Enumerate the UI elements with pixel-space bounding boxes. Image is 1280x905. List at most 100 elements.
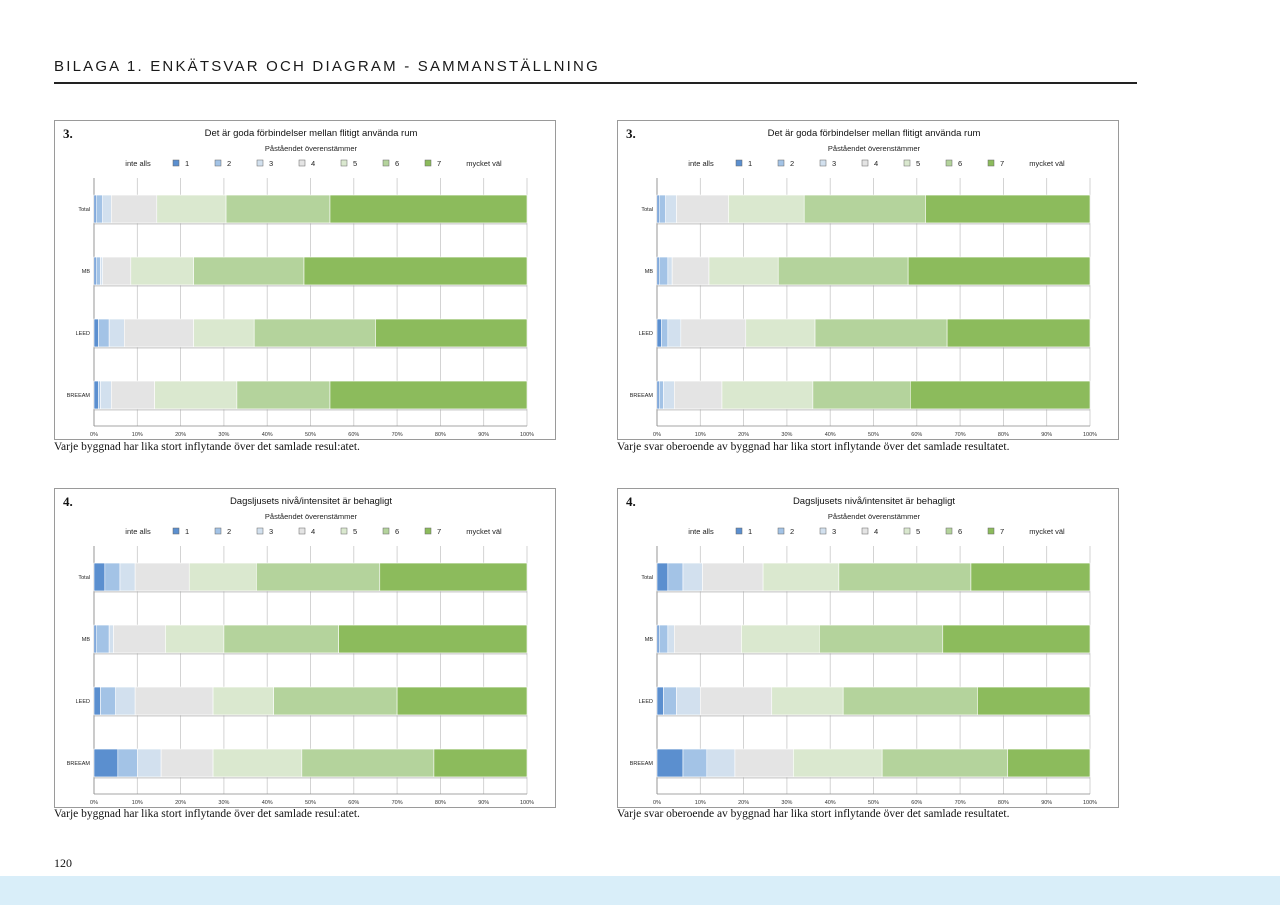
bar-segment-1 — [93, 562, 106, 592]
x-tick-label: 80% — [998, 432, 1009, 438]
x-tick-label: 80% — [435, 800, 446, 806]
bar-segment-7 — [946, 318, 1091, 348]
legend-swatch-6 — [945, 159, 953, 167]
x-tick-label: 30% — [781, 432, 792, 438]
category-label: LEED — [639, 331, 653, 337]
bar-segment-3 — [682, 562, 703, 592]
bar-segment-1 — [656, 686, 664, 716]
bar-segment-1 — [93, 318, 99, 348]
bar-segment-1 — [656, 624, 660, 654]
bar-segment-6 — [812, 380, 911, 410]
category-label: MB — [645, 269, 654, 275]
chart-3-per-building: 3. Det är goda förbindelser mellan fliti… — [54, 120, 556, 440]
x-tick-label: 20% — [175, 432, 186, 438]
category-label: Total — [641, 575, 653, 581]
bar-segment-5 — [721, 380, 814, 410]
legend-swatch-7 — [987, 159, 995, 167]
x-tick-label: 20% — [738, 432, 749, 438]
legend-swatch-4 — [861, 527, 869, 535]
legend-label-5: 5 — [916, 527, 920, 536]
bar-segment-3 — [667, 256, 673, 286]
bar-segment-4 — [102, 256, 132, 286]
legend-swatch-6 — [382, 527, 390, 535]
legend-label-6: 6 — [958, 159, 962, 168]
bar-segment-4 — [676, 194, 729, 224]
legend-label-2: 2 — [227, 159, 231, 168]
category-label: LEED — [639, 699, 653, 705]
x-tick-label: 60% — [911, 432, 922, 438]
bar-segment-5 — [728, 194, 805, 224]
x-tick-label: 50% — [868, 800, 879, 806]
bar-segment-5 — [154, 380, 238, 410]
bar-segment-5 — [745, 318, 816, 348]
x-tick-label: 90% — [1041, 800, 1052, 806]
legend-label-7: 7 — [1000, 527, 1004, 536]
bar-segment-6 — [814, 318, 948, 348]
x-tick-label: 100% — [1083, 800, 1097, 806]
page-header: BILAGA 1. ENKÄTSVAR OCH DIAGRAM - SAMMAN… — [54, 58, 600, 75]
legend-label-1: 1 — [185, 159, 189, 168]
legend-label-1: 1 — [748, 527, 752, 536]
bar-segment-3 — [663, 380, 675, 410]
x-tick-label: 20% — [738, 800, 749, 806]
legend-label-7: 7 — [437, 159, 441, 168]
legend-label-3: 3 — [832, 159, 836, 168]
bar-segment-2 — [95, 256, 101, 286]
bar-segment-6 — [193, 256, 305, 286]
chart-number: 3. — [626, 126, 636, 141]
chart-4-per-response: 4. Dagsljusets nivå/intensitet är behagl… — [617, 488, 1119, 808]
bar-segment-4 — [674, 624, 742, 654]
legend-label-7: 7 — [1000, 159, 1004, 168]
bar-segment-4 — [680, 318, 747, 348]
chart-subtitle: Påståendet överenstämmer — [265, 512, 358, 521]
bar-segment-5 — [212, 686, 274, 716]
bar-segment-5 — [708, 256, 779, 286]
bar-segment-7 — [338, 624, 528, 654]
bar-segment-7 — [910, 380, 1091, 410]
bar-segment-4 — [702, 562, 764, 592]
legend-suffix: mycket väl — [1029, 527, 1065, 536]
legend-label-6: 6 — [958, 527, 962, 536]
bar-segment-5 — [793, 748, 883, 778]
bar-segment-6 — [301, 748, 435, 778]
bar-segment-4 — [134, 562, 190, 592]
bar-segment-6 — [253, 318, 376, 348]
stacked-bar-chart: Det är goda förbindelser mellan flitigt … — [67, 128, 534, 438]
legend-label-4: 4 — [311, 527, 315, 536]
header-divider — [54, 82, 1137, 84]
chart-caption: Varje svar oberoende av byggnad har lika… — [617, 441, 1010, 453]
bar-segment-7 — [942, 624, 1091, 654]
bar-segment-1 — [93, 624, 97, 654]
x-tick-label: 0% — [90, 800, 98, 806]
category-label: MB — [82, 269, 91, 275]
legend-swatch-3 — [819, 527, 827, 535]
x-tick-label: 80% — [435, 432, 446, 438]
chart-3-per-response: 3. Det är goda förbindelser mellan fliti… — [617, 120, 1119, 440]
x-tick-label: 30% — [781, 800, 792, 806]
bar-segment-5 — [212, 748, 303, 778]
x-tick-label: 80% — [998, 800, 1009, 806]
legend-swatch-5 — [903, 159, 911, 167]
bar-segment-3 — [100, 256, 103, 286]
chart-caption: Varje byggnad har lika stort inflytande … — [54, 441, 360, 453]
page-number: 120 — [54, 856, 72, 870]
chart-number: 3. — [63, 126, 73, 141]
category-label: MB — [645, 637, 654, 643]
category-label: LEED — [76, 331, 90, 337]
bar-segment-3 — [102, 194, 112, 224]
x-tick-label: 30% — [218, 800, 229, 806]
legend-swatch-1 — [735, 159, 743, 167]
legend-swatch-5 — [903, 527, 911, 535]
chart-subtitle: Påståendet överenstämmer — [828, 144, 921, 153]
x-tick-label: 0% — [653, 432, 661, 438]
legend-suffix: mycket väl — [1029, 159, 1065, 168]
chart-caption: Varje svar oberoende av byggnad har lika… — [617, 808, 1010, 820]
x-tick-label: 50% — [305, 432, 316, 438]
footer-band — [0, 876, 1280, 905]
bar-segment-7 — [970, 562, 1091, 592]
bar-segment-6 — [838, 562, 972, 592]
legend-label-4: 4 — [874, 159, 878, 168]
legend-swatch-2 — [777, 159, 785, 167]
bar-segment-2 — [100, 686, 116, 716]
bar-segment-1 — [656, 380, 660, 410]
